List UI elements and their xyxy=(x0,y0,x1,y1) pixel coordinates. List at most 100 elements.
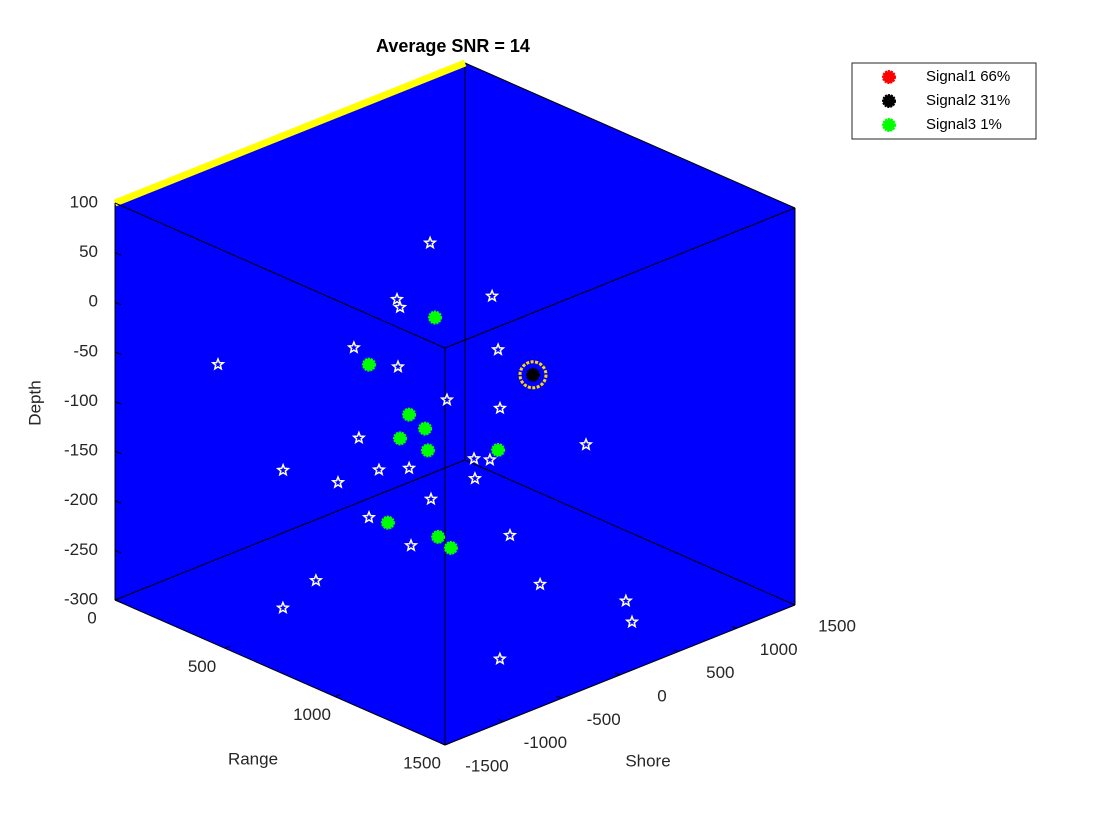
z-tick xyxy=(114,500,122,504)
star-point xyxy=(532,576,548,591)
star-point xyxy=(492,400,508,415)
box-edge xyxy=(464,459,796,606)
z-tick-label: -150 xyxy=(64,441,98,460)
y-tick xyxy=(614,672,621,676)
signal-point xyxy=(443,540,458,555)
z-axis-label: Depth xyxy=(25,380,44,425)
star-point xyxy=(275,600,291,615)
signal-point xyxy=(418,421,433,436)
z-tick xyxy=(114,549,122,554)
z-tick-label: -200 xyxy=(64,490,98,509)
z-tick-label: -100 xyxy=(64,391,98,410)
x-tick xyxy=(444,742,451,746)
signal-point xyxy=(380,515,395,530)
chart-title: Average SNR = 14 xyxy=(376,36,530,56)
y-tick-label: -1500 xyxy=(465,756,508,775)
star-point xyxy=(389,291,405,306)
y-tick xyxy=(789,602,796,606)
star-point xyxy=(484,288,500,303)
star-point xyxy=(392,299,408,314)
z-tick xyxy=(114,450,122,455)
legend-marker xyxy=(882,94,896,108)
y-tick xyxy=(556,695,562,699)
y-tick-label: -1000 xyxy=(524,733,567,752)
signal-point xyxy=(393,431,408,446)
star-point xyxy=(624,614,640,629)
z-tick-label: 100 xyxy=(70,192,98,211)
y-tick-label: -500 xyxy=(587,710,621,729)
y-tick xyxy=(439,742,446,746)
star-point xyxy=(403,538,419,552)
z-tick xyxy=(114,599,122,604)
z-tick-label: -250 xyxy=(64,540,98,559)
legend-label: Signal2 31% xyxy=(926,92,1010,109)
star-point xyxy=(330,474,346,489)
star-point xyxy=(502,527,518,542)
z-tick xyxy=(114,301,122,306)
signal-point xyxy=(525,367,540,382)
x-tick-label: 0 xyxy=(87,608,96,627)
box-edge xyxy=(114,599,446,746)
y-tick-label: 1500 xyxy=(818,616,856,635)
axes-background xyxy=(115,63,795,745)
z-tick-label: 50 xyxy=(79,242,98,261)
signal-point xyxy=(491,442,506,457)
y-tick xyxy=(673,649,679,653)
y-tick xyxy=(498,719,504,723)
star-point xyxy=(371,462,387,476)
z-tick xyxy=(114,401,122,405)
star-point xyxy=(490,342,506,356)
star-point xyxy=(351,430,367,445)
legend: Signal1 66% Signal2 31% Signal3 1% xyxy=(851,62,1037,140)
star-point xyxy=(308,573,324,587)
legend-label: Signal1 66% xyxy=(926,68,1010,85)
y-tick-label: 500 xyxy=(706,663,734,682)
star-point xyxy=(422,235,438,250)
star-point xyxy=(401,460,417,475)
x-axis-label: Range xyxy=(228,749,278,768)
box-edge xyxy=(444,207,796,349)
star-point xyxy=(439,392,455,407)
x-tick-label: 1500 xyxy=(403,753,441,772)
signal-point xyxy=(431,529,446,544)
box-edge xyxy=(464,62,796,209)
star-point xyxy=(390,359,406,373)
y-tick-label: 0 xyxy=(657,686,666,705)
x-tick xyxy=(224,645,231,649)
star-point xyxy=(275,462,291,477)
star-point xyxy=(467,471,483,485)
box-edge xyxy=(114,459,466,601)
star-point xyxy=(423,491,439,506)
z-tick-label: -300 xyxy=(64,589,98,608)
box-edge xyxy=(114,202,446,349)
z-tick xyxy=(114,351,122,355)
x-tick xyxy=(114,597,121,601)
highlight-ring xyxy=(518,360,548,390)
x-tick-label: 500 xyxy=(188,657,216,676)
star-point xyxy=(210,356,226,371)
x-tick xyxy=(334,694,341,698)
z-tick xyxy=(114,252,122,256)
legend-marker xyxy=(882,70,896,84)
z-tick-label: 0 xyxy=(89,292,98,311)
star-point xyxy=(482,452,498,466)
star-point xyxy=(618,593,634,608)
y-tick xyxy=(731,625,737,629)
signal-point xyxy=(361,357,376,372)
signal-point xyxy=(420,443,435,458)
legend-marker xyxy=(882,118,896,132)
signal-point xyxy=(402,407,417,422)
y-tick-label: 1000 xyxy=(760,640,798,659)
z-tick-label: -50 xyxy=(73,341,98,360)
star-point xyxy=(361,509,377,524)
legend-label: Signal3 1% xyxy=(926,116,1002,133)
y-axis-label: Shore xyxy=(625,751,670,770)
star-point xyxy=(466,451,482,465)
z-tick xyxy=(114,202,122,207)
axes-box xyxy=(113,59,796,746)
star-point xyxy=(578,437,594,451)
star-point xyxy=(492,651,508,666)
signal-point xyxy=(428,310,443,325)
highlight-edge xyxy=(113,59,467,207)
x-tick-label: 1000 xyxy=(293,705,331,724)
